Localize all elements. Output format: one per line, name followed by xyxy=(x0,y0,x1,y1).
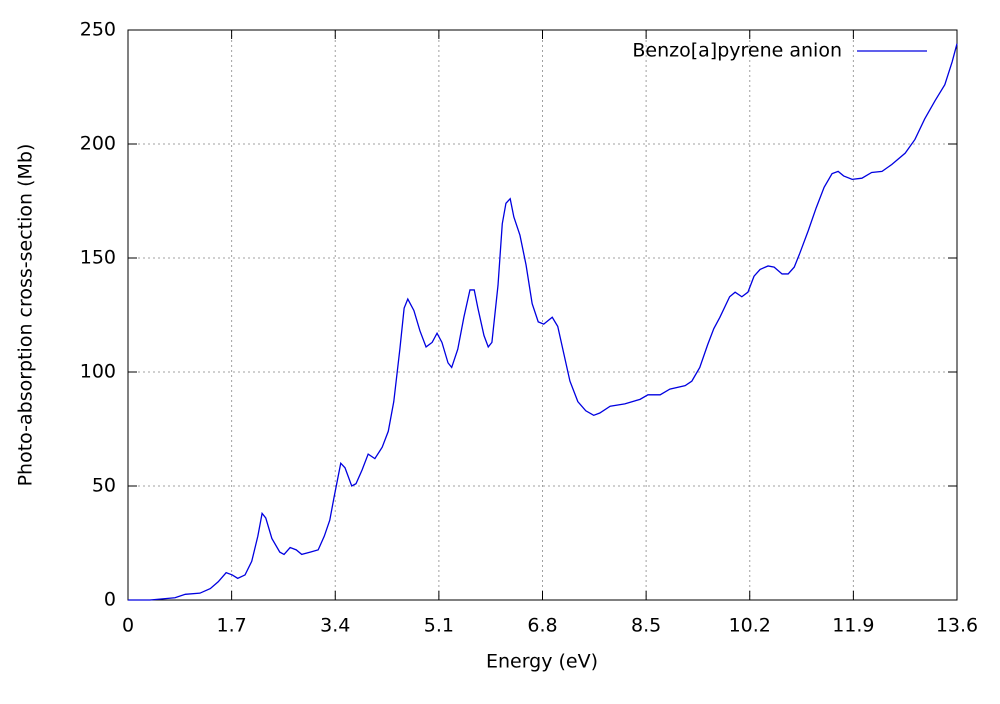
data-line xyxy=(128,43,958,601)
plot-border xyxy=(127,29,958,601)
y-tick-label: 0 xyxy=(104,589,116,611)
y-tick-label: 100 xyxy=(80,361,116,383)
x-tick-label: 6.8 xyxy=(527,615,557,637)
x-tick-label: 5.1 xyxy=(424,615,454,637)
legend-label: Benzo[a]pyrene anion xyxy=(632,40,842,62)
y-tick-label: 200 xyxy=(80,133,116,155)
y-tick-label: 150 xyxy=(80,247,116,269)
y-tick-label: 250 xyxy=(80,19,116,41)
x-tick-label: 11.9 xyxy=(832,615,874,637)
x-tick-label: 1.7 xyxy=(217,615,247,637)
x-tick-label: 3.4 xyxy=(320,615,350,637)
x-tick-label: 10.2 xyxy=(729,615,771,637)
x-tick-label: 0 xyxy=(122,615,134,637)
x-tick-label: 13.6 xyxy=(936,615,978,637)
y-tick-label: 50 xyxy=(92,475,116,497)
x-tick-label: 8.5 xyxy=(631,615,661,637)
x-axis-label: Energy (eV) xyxy=(486,651,598,673)
y-axis-label: Photo-absorption cross-section (Mb) xyxy=(15,144,37,487)
